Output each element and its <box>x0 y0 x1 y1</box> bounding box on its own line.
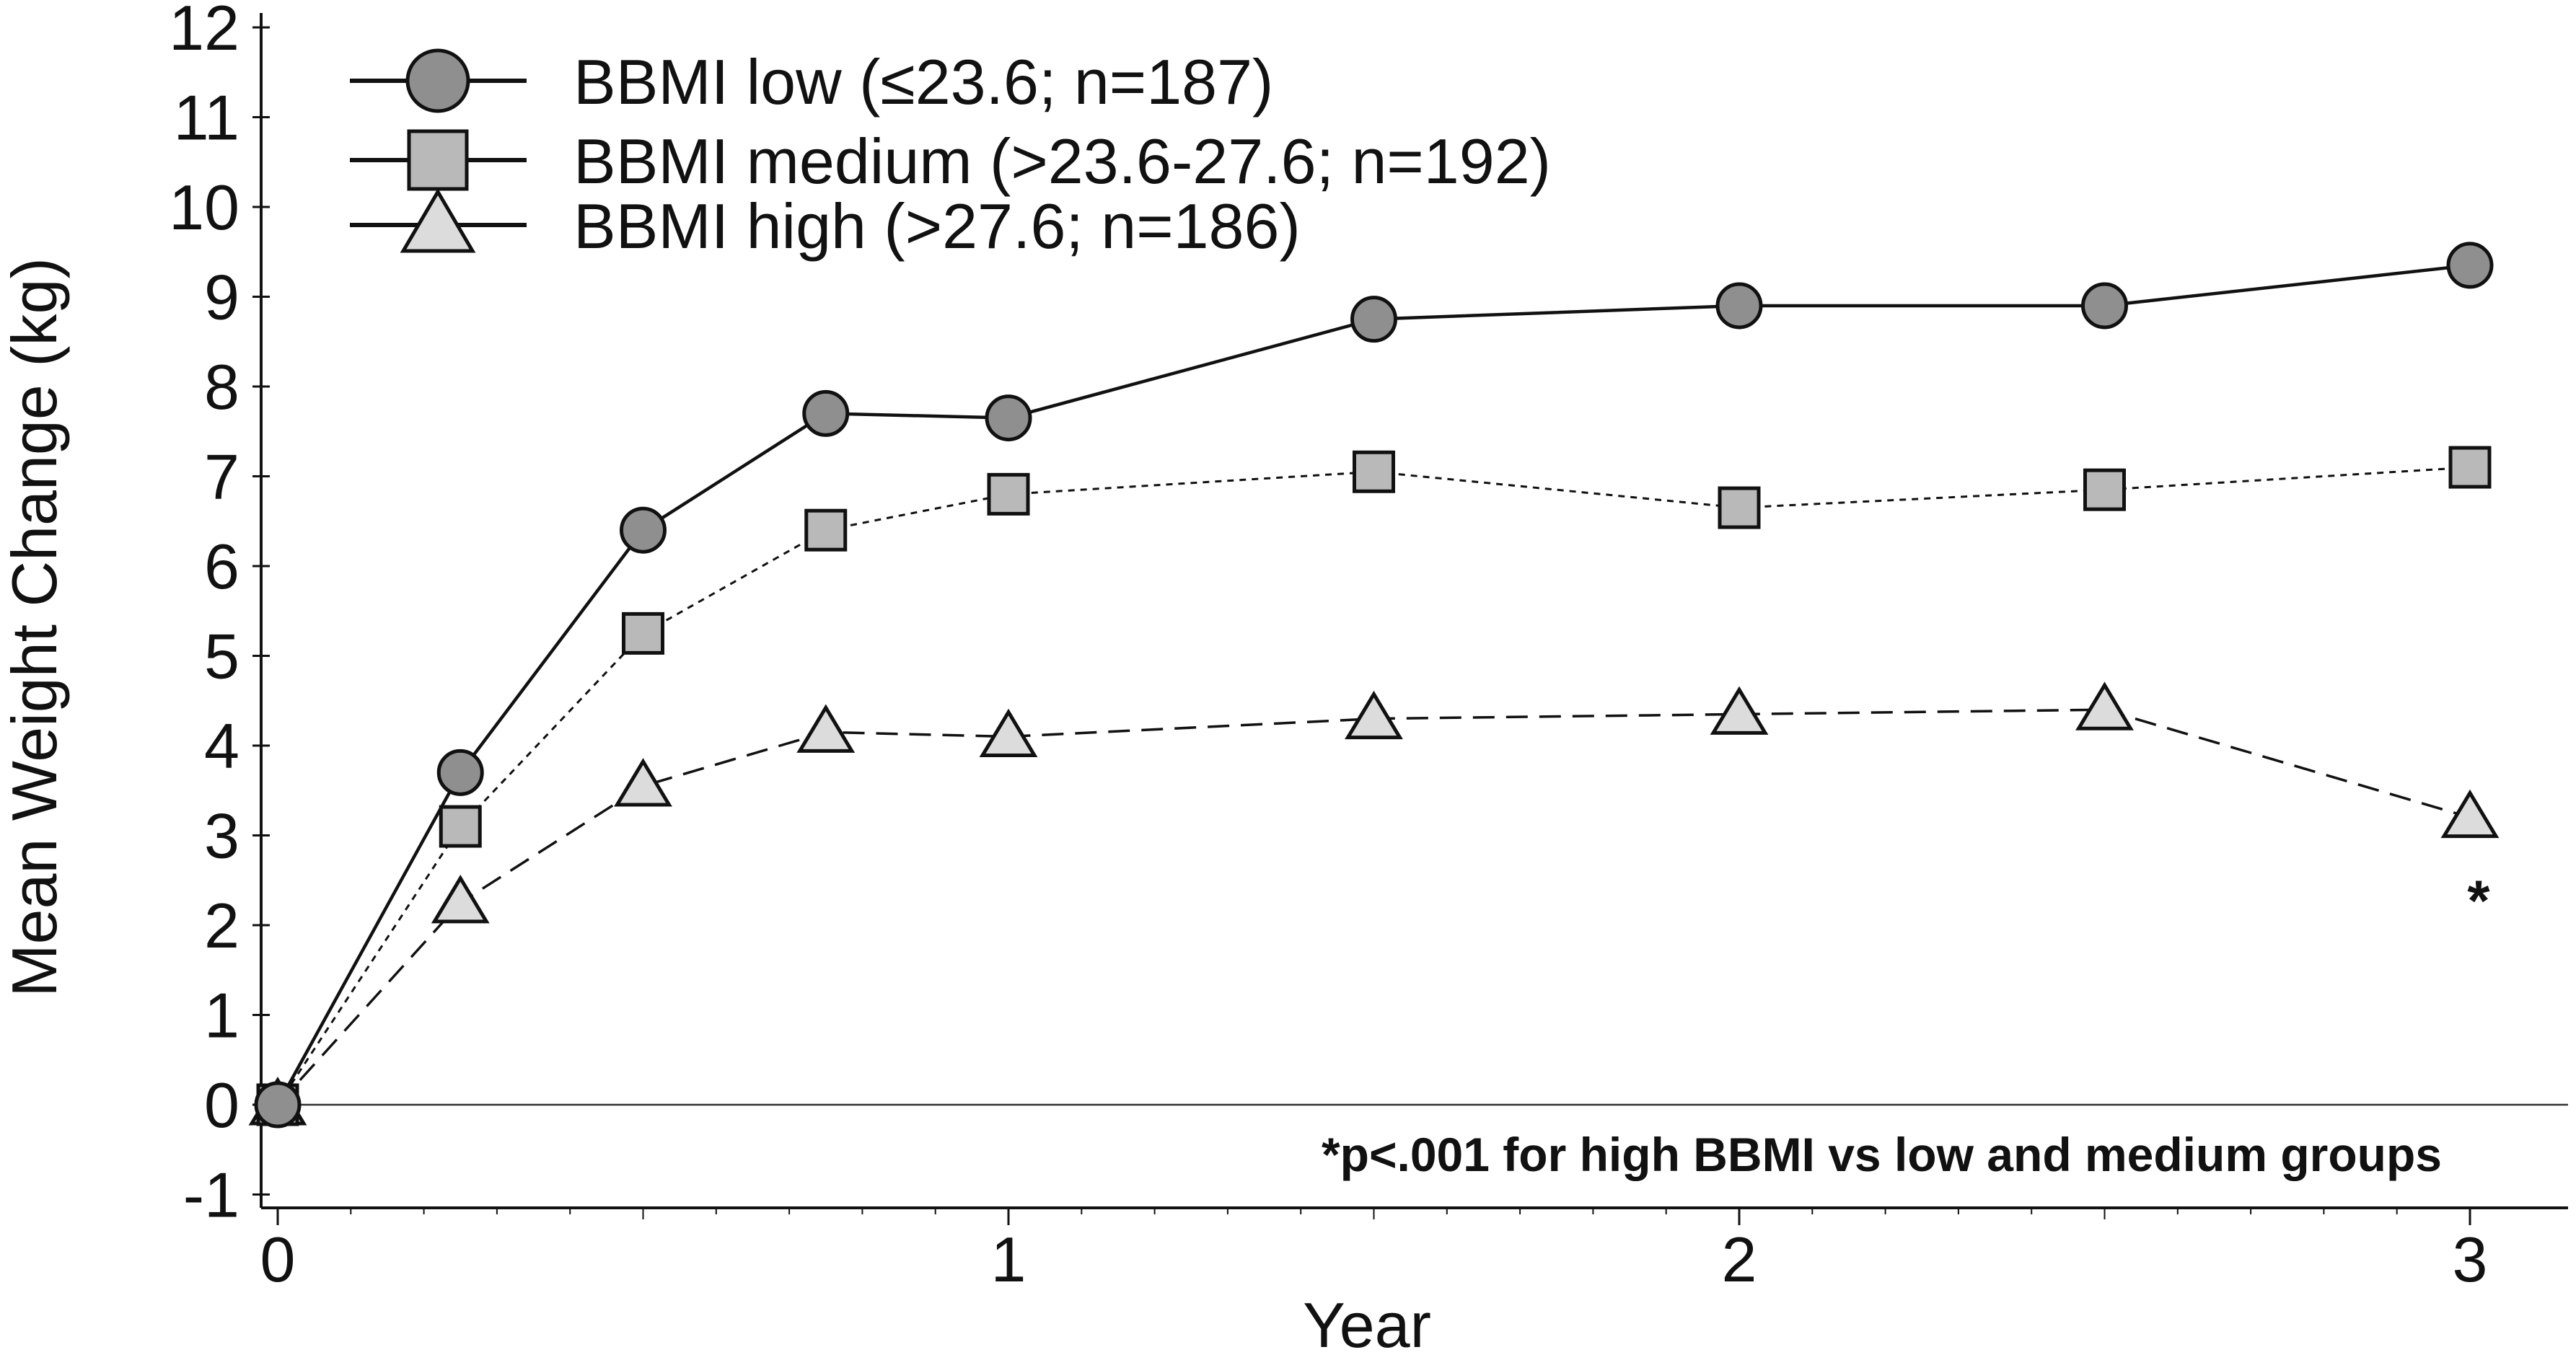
annotations: * *p<.001 for high BBMI vs low and medium… <box>1322 869 2490 1181</box>
data-point <box>431 875 490 924</box>
series-markers-triangle <box>248 681 2500 1126</box>
x-axis-title: Year <box>1303 1289 1431 1360</box>
x-tick-label: 0 <box>260 1224 296 1295</box>
legend-marker <box>405 48 470 113</box>
legend-label: BBMI low (≤23.6; n=187) <box>573 46 1273 118</box>
data-point <box>2081 282 2128 330</box>
y-tick-label: -1 <box>183 1160 239 1231</box>
x-tick-label: 1 <box>991 1224 1027 1295</box>
data-point <box>622 611 664 655</box>
y-tick-label: 1 <box>204 980 239 1051</box>
legend-marker <box>407 129 469 191</box>
series-line <box>276 708 2471 1106</box>
y-tick-label: 8 <box>204 351 239 423</box>
y-tick-label: 4 <box>204 710 239 782</box>
data-point <box>1345 690 1403 740</box>
x-tick-label: 2 <box>1722 1224 1757 1295</box>
data-point <box>1353 450 1395 493</box>
data-point <box>439 805 482 848</box>
y-axis-title: Mean Weight Change (kg) <box>0 257 70 997</box>
data-point <box>796 704 856 753</box>
legend-label: BBMI medium (>23.6-27.6; n=192) <box>573 125 1551 197</box>
data-point <box>1718 486 1761 529</box>
series-layer <box>248 242 2500 1129</box>
data-point <box>2448 446 2492 489</box>
data-point <box>1350 296 1397 343</box>
data-point <box>987 472 1030 516</box>
data-point <box>2446 242 2494 289</box>
data-point <box>1715 282 1763 330</box>
legend-marker <box>400 188 476 253</box>
data-point <box>802 389 850 437</box>
legend-label: BBMI high (>27.6; n=186) <box>573 190 1301 262</box>
data-point <box>2440 789 2500 839</box>
data-point <box>254 1081 302 1129</box>
data-point <box>804 508 848 552</box>
series-triangle <box>276 708 2471 1106</box>
legend: BBMI low (≤23.6; n=187)BBMI medium (>23.… <box>350 46 1551 262</box>
y-tick-label: 10 <box>169 172 239 243</box>
series-markers-square <box>256 446 2492 1126</box>
y-tick-label: 2 <box>204 890 239 961</box>
plot-frame <box>260 13 2568 1209</box>
data-point <box>2083 468 2126 511</box>
series-line <box>276 263 2471 1106</box>
data-point <box>985 394 1032 442</box>
series-square <box>276 466 2471 1105</box>
y-tick-label: 11 <box>174 82 239 154</box>
legend-entry-circle: BBMI low (≤23.6; n=187) <box>350 46 1273 118</box>
x-axis-ticks: 0 1 2 3 <box>260 1208 2488 1295</box>
significance-marker: * <box>2467 869 2490 933</box>
y-tick-label: 6 <box>204 531 239 602</box>
data-point <box>436 749 484 796</box>
data-point <box>2075 681 2134 730</box>
legend-entry-triangle: BBMI high (>27.6; n=186) <box>350 188 1301 262</box>
data-point <box>979 708 1038 758</box>
series-markers-circle <box>254 242 2494 1129</box>
y-tick-label: 12 <box>169 0 239 63</box>
series-circle <box>276 263 2471 1106</box>
significance-note: *p<.001 for high BBMI vs low and medium … <box>1322 1128 2442 1181</box>
y-tick-label: 9 <box>204 262 239 333</box>
series-line <box>276 466 2471 1105</box>
y-tick-label: 7 <box>204 441 239 513</box>
x-tick-label: 3 <box>2453 1224 2488 1295</box>
data-point <box>620 506 667 554</box>
y-tick-label: 0 <box>204 1069 239 1141</box>
y-tick-label: 3 <box>204 800 239 872</box>
y-tick-label: 5 <box>204 621 239 692</box>
legend-entry-square: BBMI medium (>23.6-27.6; n=192) <box>350 125 1551 197</box>
data-point <box>1710 686 1769 735</box>
data-point <box>614 758 672 807</box>
